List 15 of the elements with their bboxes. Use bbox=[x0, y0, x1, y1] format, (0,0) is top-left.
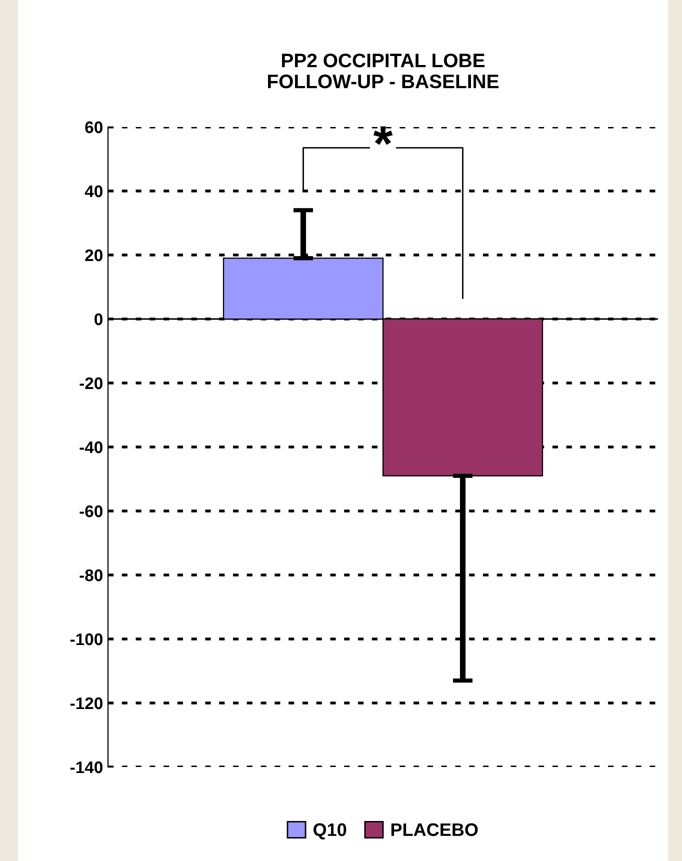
chart-title: PP2 OCCIPITAL LOBE FOLLOW-UP - BASELINE bbox=[268, 54, 499, 88]
y-tick-label: -20 bbox=[80, 377, 102, 390]
y-tick-label: -100 bbox=[70, 633, 102, 646]
y-tick-label: -40 bbox=[80, 441, 102, 454]
y-tick-label: -80 bbox=[80, 569, 102, 582]
annotation: * bbox=[373, 126, 393, 145]
y-tick-label: -120 bbox=[70, 697, 102, 710]
y-tick-label: 20 bbox=[85, 249, 102, 262]
y-tick-label: -140 bbox=[70, 761, 102, 774]
y-tick-label: 0 bbox=[94, 313, 102, 326]
legend-label: PLACEBO bbox=[391, 823, 478, 836]
y-tick-label: 60 bbox=[85, 121, 102, 134]
y-tick-label: -60 bbox=[80, 505, 102, 518]
legend-label: Q10 bbox=[314, 823, 346, 840]
y-tick-label: 40 bbox=[84, 185, 102, 198]
